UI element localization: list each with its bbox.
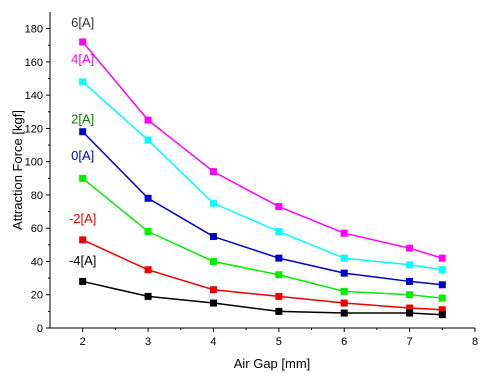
- series-points: [79, 38, 446, 319]
- y-ticks: 0 20 40 60 80 100 120 140 160 180: [25, 24, 50, 335]
- x-tick-label: 7: [407, 336, 413, 348]
- data-point: [209, 199, 217, 207]
- y-tick-label: 0: [37, 323, 43, 335]
- data-point: [79, 38, 87, 46]
- data-point: [209, 168, 217, 176]
- y-tick-label: 40: [31, 256, 43, 268]
- y-tick-label: 180: [25, 24, 43, 36]
- x-tick-label: 5: [276, 336, 282, 348]
- data-point: [438, 254, 446, 262]
- data-point: [340, 269, 348, 277]
- series-line: [82, 131, 443, 286]
- series-line: [82, 41, 443, 259]
- data-point: [438, 294, 446, 302]
- data-point: [438, 266, 446, 274]
- x-tick-label: 4: [210, 336, 216, 348]
- y-tick-label: 100: [25, 157, 43, 169]
- data-point: [144, 116, 152, 124]
- series-label: 6[A]: [71, 15, 94, 30]
- data-point: [406, 261, 414, 269]
- data-point: [275, 271, 283, 279]
- data-point: [209, 286, 217, 294]
- data-point: [275, 292, 283, 300]
- data-point: [275, 203, 283, 211]
- x-tick-label: 6: [341, 336, 347, 348]
- data-point: [340, 299, 348, 307]
- y-tick-label: 120: [25, 123, 43, 135]
- series-label: 4[A]: [71, 52, 94, 67]
- data-point: [275, 254, 283, 262]
- series-label: -4[A]: [69, 253, 96, 268]
- series-label: 2[A]: [71, 111, 94, 126]
- data-point: [275, 228, 283, 236]
- data-point: [79, 236, 87, 244]
- data-point: [340, 309, 348, 317]
- data-point: [406, 244, 414, 252]
- data-point: [209, 257, 217, 265]
- data-point: [79, 277, 87, 285]
- y-tick-label: 160: [25, 57, 43, 69]
- series-line: [82, 177, 443, 299]
- series-line: [82, 280, 443, 316]
- data-point: [275, 307, 283, 315]
- x-tick-label: 2: [80, 336, 86, 348]
- data-point: [144, 136, 152, 144]
- series-label: -2[A]: [69, 211, 96, 226]
- data-point: [406, 277, 414, 285]
- x-axis-title: Air Gap [mm]: [234, 356, 311, 371]
- data-point: [79, 128, 87, 136]
- data-point: [79, 78, 87, 86]
- data-point: [406, 309, 414, 317]
- data-point: [406, 304, 414, 312]
- series-line: [82, 81, 443, 271]
- x-tick-label: 3: [145, 336, 151, 348]
- y-tick-label: 60: [31, 223, 43, 235]
- y-tick-label: 140: [25, 90, 43, 102]
- data-point: [144, 266, 152, 274]
- series-lines: [82, 41, 443, 316]
- data-point: [438, 281, 446, 289]
- data-point: [438, 306, 446, 314]
- plot-area: 2 3 4 5 6 7 8 0 20 40 60 80 100 120 140 160 180 6[A] 4[A…: [25, 12, 478, 348]
- y-axis-title: Attraction Force [kgf]: [10, 110, 25, 230]
- y-tick-label: 80: [31, 190, 43, 202]
- series-line: [82, 239, 443, 311]
- data-point: [144, 292, 152, 300]
- data-point: [209, 299, 217, 307]
- series-label: 0[A]: [71, 148, 94, 163]
- data-point: [340, 287, 348, 295]
- data-point: [144, 228, 152, 236]
- x-tick-label: 8: [472, 336, 478, 348]
- x-ticks: 2 3 4 5 6 7 8: [80, 328, 478, 348]
- data-point: [340, 229, 348, 237]
- data-point: [79, 174, 87, 182]
- series-labels: 6[A] 4[A] 2[A] 0[A] -2[A] -4[A]: [69, 15, 96, 268]
- data-point: [438, 311, 446, 319]
- data-point: [406, 291, 414, 299]
- data-point: [209, 233, 217, 241]
- data-point: [340, 254, 348, 262]
- data-point: [144, 194, 152, 202]
- y-tick-label: 20: [31, 290, 43, 302]
